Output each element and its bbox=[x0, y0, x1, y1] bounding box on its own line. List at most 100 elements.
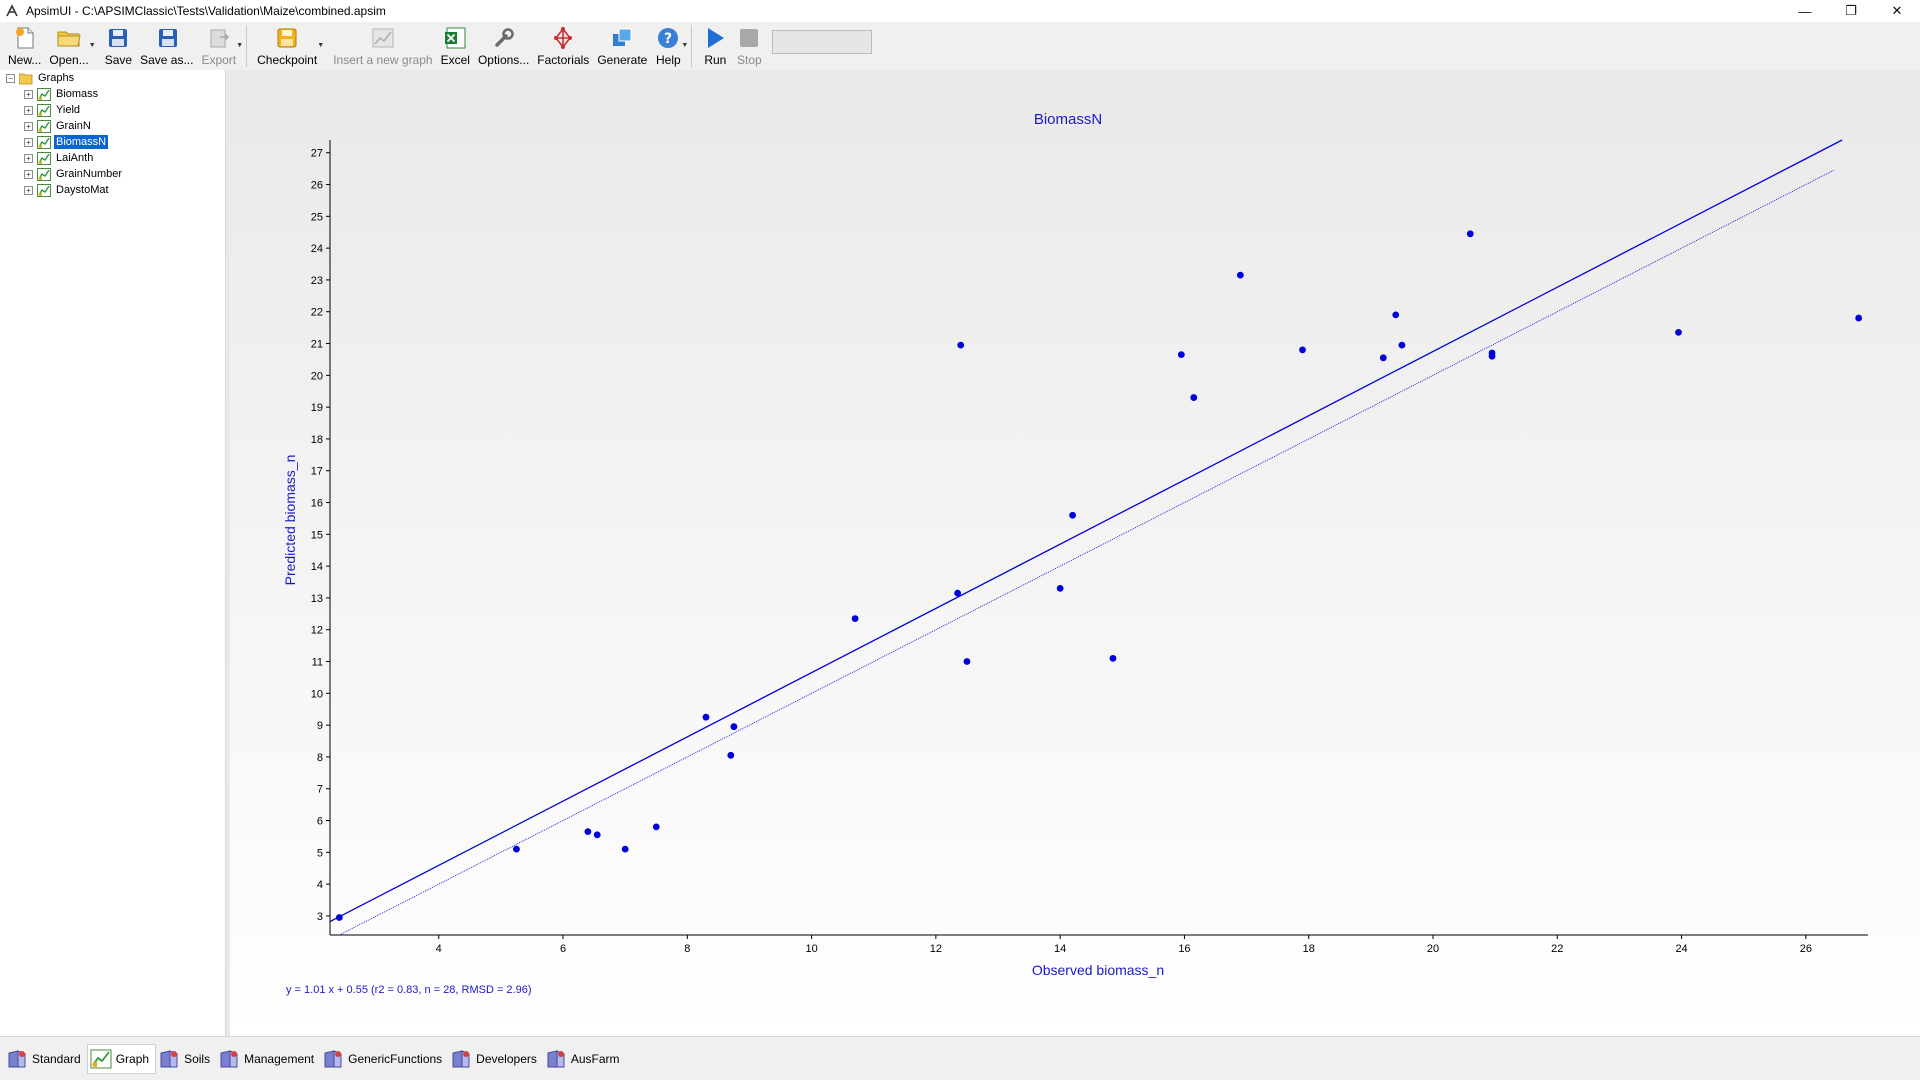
tab-label: Graph bbox=[115, 1051, 150, 1066]
tree-item-biomass[interactable]: + Biomass bbox=[24, 86, 100, 102]
insert-graph-button[interactable]: Insert a new graph bbox=[329, 22, 436, 68]
generate-button[interactable]: Generate bbox=[593, 22, 651, 68]
tree-item-grainnumber[interactable]: + GrainNumber bbox=[24, 166, 124, 182]
splitter[interactable] bbox=[226, 70, 230, 1036]
y-tick-label: 20 bbox=[311, 370, 323, 382]
stop-button[interactable]: Stop bbox=[732, 22, 766, 68]
new-file-icon bbox=[12, 25, 38, 51]
excel-button[interactable]: Excel bbox=[437, 22, 474, 68]
expand-icon[interactable]: + bbox=[24, 105, 33, 115]
expand-icon[interactable]: + bbox=[24, 153, 33, 163]
tab-management[interactable]: Management bbox=[216, 1044, 320, 1074]
data-point bbox=[1466, 230, 1474, 238]
y-tick-label: 22 bbox=[311, 307, 323, 319]
chevron-down-icon[interactable]: ▼ bbox=[88, 42, 96, 49]
expand-icon[interactable]: + bbox=[24, 121, 33, 131]
toolbox-icon bbox=[452, 1049, 470, 1067]
graph-icon bbox=[37, 167, 51, 181]
y-tick-label: 25 bbox=[311, 211, 323, 223]
x-tick-label: 12 bbox=[930, 943, 942, 955]
tree-item-biomassn[interactable]: + BiomassN bbox=[24, 134, 109, 150]
y-tick-label: 19 bbox=[311, 402, 323, 414]
graph-tree: − Graphs + Biomass + Yield + GrainN + BiomassN +… bbox=[0, 70, 226, 1036]
toolbox-icon bbox=[220, 1049, 238, 1067]
graph-icon bbox=[90, 1049, 112, 1068]
y-tick-label: 10 bbox=[311, 688, 323, 700]
run-button[interactable]: Run bbox=[698, 22, 732, 68]
toolbar-separator bbox=[246, 25, 248, 67]
data-point bbox=[957, 341, 965, 349]
export-button[interactable]: Export ▼ bbox=[197, 22, 244, 68]
expand-icon[interactable]: + bbox=[24, 89, 33, 99]
y-tick-label: 26 bbox=[311, 180, 323, 192]
window-controls: — ❐ ✕ bbox=[1782, 0, 1920, 22]
save-as-icon bbox=[154, 25, 180, 51]
tab-developers[interactable]: Developers bbox=[448, 1044, 543, 1074]
data-point bbox=[621, 845, 629, 853]
y-tick-label: 5 bbox=[317, 847, 323, 859]
expand-icon[interactable]: + bbox=[24, 169, 33, 179]
graph-icon bbox=[37, 183, 51, 197]
tree-item-label: Yield bbox=[56, 104, 81, 116]
chevron-down-icon[interactable]: ▼ bbox=[681, 42, 689, 49]
tab-graph[interactable]: Graph bbox=[86, 1043, 157, 1074]
y-tick-label: 11 bbox=[312, 657, 323, 669]
excel-icon bbox=[442, 25, 468, 51]
data-point bbox=[652, 823, 660, 831]
save-as-button[interactable]: Save as... bbox=[136, 22, 197, 68]
regression-line bbox=[329, 139, 1843, 923]
apsim-app-icon bbox=[4, 3, 20, 19]
data-point bbox=[1675, 328, 1682, 336]
tab-genericfunctions[interactable]: GenericFunctions bbox=[320, 1044, 448, 1074]
data-point bbox=[1177, 351, 1185, 359]
tab-standard[interactable]: Standard bbox=[4, 1044, 87, 1074]
close-button[interactable]: ✕ bbox=[1891, 3, 1903, 18]
y-tick-label: 15 bbox=[311, 529, 323, 541]
help-button[interactable]: ? Help ▼ bbox=[651, 22, 689, 68]
tab-soils[interactable]: Soils bbox=[156, 1044, 216, 1074]
data-point bbox=[513, 845, 520, 853]
data-point bbox=[1190, 394, 1198, 401]
tab-label: Soils bbox=[184, 1051, 211, 1066]
tree-root-graphs[interactable]: − Graphs bbox=[6, 70, 76, 86]
options-button[interactable]: Options... bbox=[474, 22, 533, 68]
folder-icon bbox=[19, 73, 33, 84]
regression-equation: y = 1.01 x + 0.55 (r2 = 0.83, n = 28, RM… bbox=[286, 984, 532, 996]
chevron-down-icon[interactable]: ▼ bbox=[236, 42, 244, 49]
x-tick-label: 16 bbox=[1178, 943, 1190, 955]
x-tick-label: 4 bbox=[436, 943, 442, 955]
y-tick-label: 7 bbox=[317, 784, 323, 796]
factorials-button[interactable]: Factorials bbox=[533, 22, 593, 68]
x-tick-label: 20 bbox=[1427, 943, 1439, 955]
y-tick-label: 9 bbox=[317, 720, 323, 732]
open-button[interactable]: Open... ▼ bbox=[45, 22, 96, 68]
save-button[interactable]: Save bbox=[101, 22, 136, 68]
collapse-icon[interactable]: − bbox=[6, 73, 15, 83]
data-point bbox=[730, 723, 738, 731]
chevron-down-icon[interactable]: ▼ bbox=[317, 42, 325, 49]
tree-item-daystomat[interactable]: + DaystoMat bbox=[24, 182, 111, 198]
new-button[interactable]: New... bbox=[4, 22, 45, 68]
x-tick-label: 26 bbox=[1800, 943, 1812, 955]
data-point bbox=[1236, 271, 1244, 279]
tab-ausfarm[interactable]: AusFarm bbox=[543, 1044, 626, 1074]
toolbar-separator bbox=[691, 25, 693, 67]
restore-button[interactable]: ❐ bbox=[1845, 3, 1857, 18]
expand-icon[interactable]: + bbox=[24, 137, 33, 147]
data-point bbox=[1392, 311, 1400, 319]
data-point bbox=[954, 589, 962, 597]
chart-title: BiomassN bbox=[1034, 111, 1102, 128]
tree-item-laianth[interactable]: + LaiAnth bbox=[24, 150, 95, 166]
tree-item-yield[interactable]: + Yield bbox=[24, 102, 82, 118]
minimize-button[interactable]: — bbox=[1798, 3, 1812, 19]
x-tick-label: 22 bbox=[1551, 943, 1563, 955]
expand-icon[interactable]: + bbox=[24, 185, 33, 195]
scatter-chart: 4 6 8 10 12 14 16 18 20 22 24 26 3 4 5 6 7 8 9 10 11 12 13 14 15… bbox=[282, 111, 1868, 996]
graph-panel: 4 6 8 10 12 14 16 18 20 22 24 26 3 4 5 6 7 8 9 10 11 12 13 14 15… bbox=[230, 70, 1920, 1036]
y-tick-label: 6 bbox=[317, 816, 323, 828]
data-point bbox=[1069, 511, 1076, 519]
toolbox-icon bbox=[547, 1049, 565, 1067]
tree-item-grainn[interactable]: + GrainN bbox=[24, 118, 93, 134]
tab-label: AusFarm bbox=[570, 1051, 620, 1066]
checkpoint-button[interactable]: Checkpoint ▼ bbox=[253, 22, 325, 68]
